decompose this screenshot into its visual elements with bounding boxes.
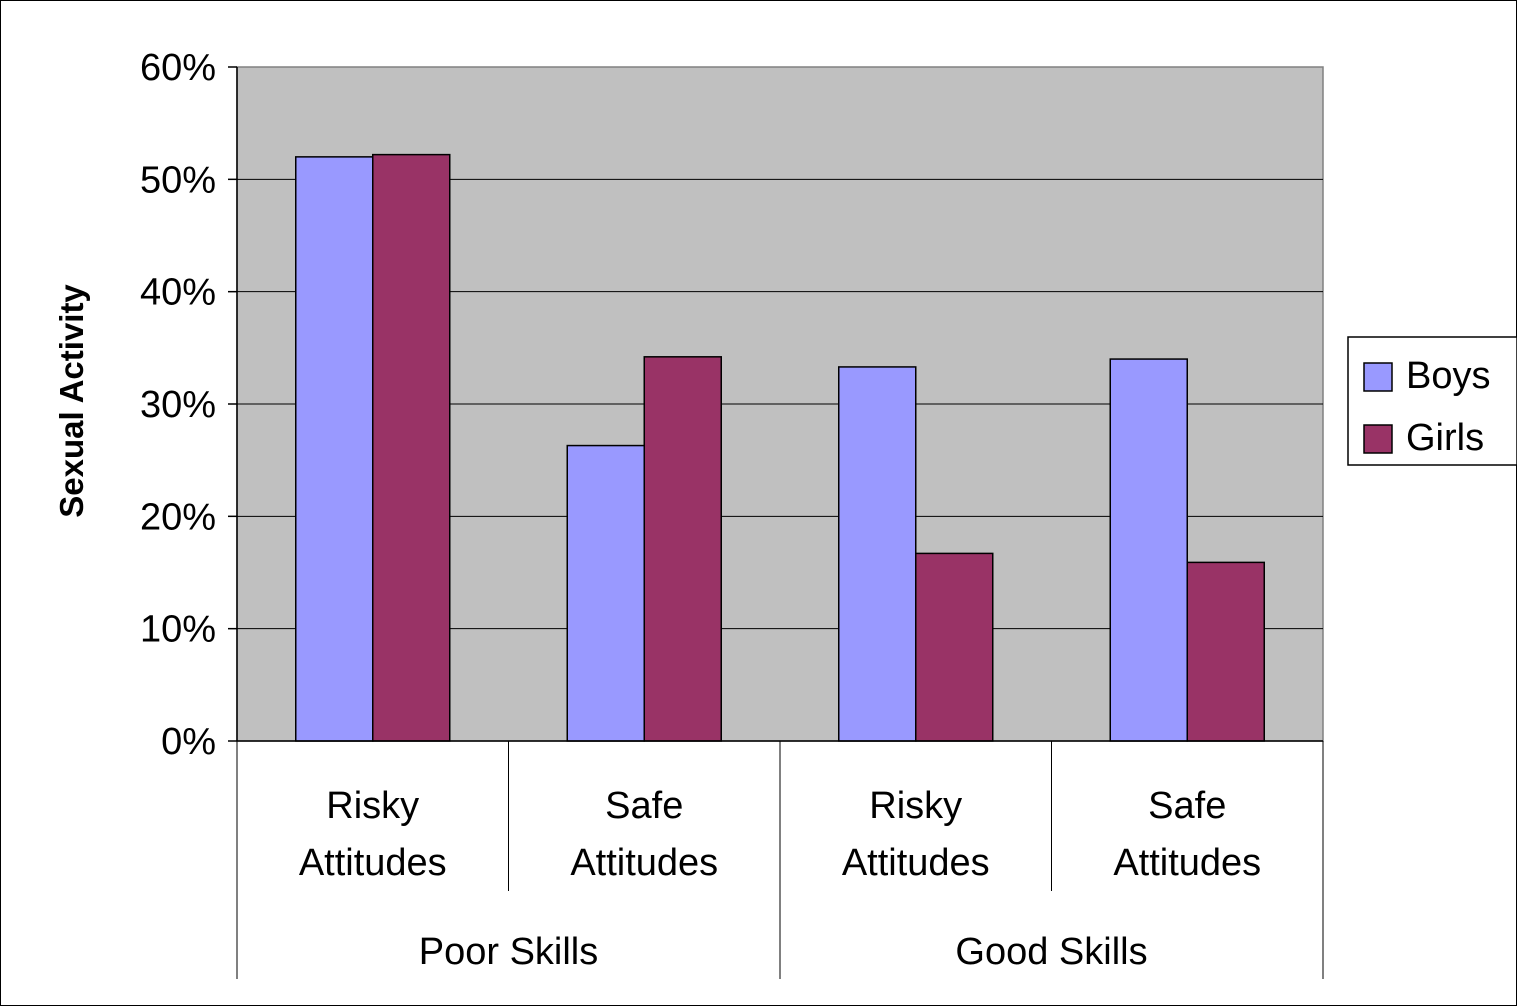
y-tick-label: 60% [140,47,216,89]
y-tick-label: 30% [140,384,216,426]
bar-boys-3 [1109,358,1188,742]
y-axis-label: Sexual Activity [53,284,90,518]
y-tick-label: 40% [140,272,216,314]
x-group-label: Poor Skills [419,931,599,973]
bar-boys-1 [566,444,645,742]
bar-girls-1 [643,356,722,742]
y-axis-ticks: 0% 10% 20% 30% 40% 50% 60% [140,47,238,763]
bar-boys-0 [295,156,374,742]
bar-girls-0 [372,153,451,742]
y-tick-label: 0% [161,721,216,763]
legend-swatch-girls [1363,424,1393,454]
y-tick-label: 10% [140,609,216,651]
x-group-label: Good Skills [955,931,1147,973]
x-category-label: Attitudes [570,842,718,884]
x-category-label: Safe [1148,785,1226,827]
legend-swatch-boys [1363,362,1393,392]
y-tick-label: 20% [140,496,216,538]
legend-label-boys: Boys [1406,355,1490,397]
x-category-label: Risky [869,785,962,827]
bar-girls-2 [915,552,994,742]
bars [295,153,1265,742]
x-category-label: Attitudes [842,842,990,884]
bar-boys-2 [838,366,917,742]
x-category-label: Risky [326,785,419,827]
x-category-label: Attitudes [299,842,447,884]
y-tick-label: 50% [140,159,216,201]
bar-girls-3 [1186,561,1265,742]
legend-label-girls: Girls [1406,417,1484,459]
x-category-label: Attitudes [1113,842,1261,884]
x-axis: Risky Attitudes Safe Attitudes Risky Attitude… [236,740,1324,979]
x-category-label: Safe [605,785,683,827]
legend: Boys Girls [1347,336,1517,466]
